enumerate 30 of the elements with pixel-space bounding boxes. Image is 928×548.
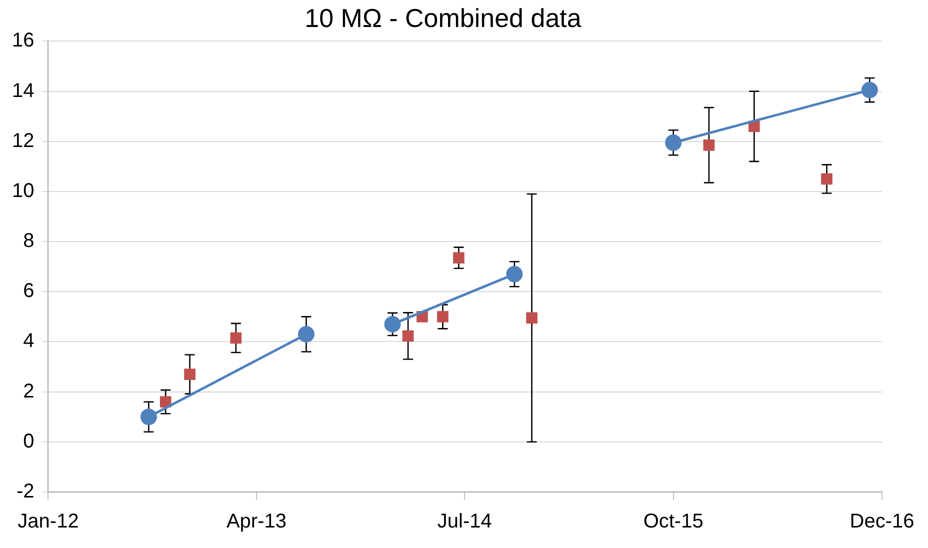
point [526, 312, 538, 324]
x-tick-label: Jan-12 [18, 510, 79, 533]
point [402, 330, 414, 342]
y-tick-label: 10 [12, 180, 34, 202]
point [861, 82, 878, 98]
point [665, 134, 682, 151]
point [298, 326, 314, 342]
y-tick-label: 0 [23, 430, 34, 452]
y-tick-label: 8 [23, 230, 34, 252]
y-tick-label: 14 [12, 80, 34, 102]
y-tick-label: -2 [16, 480, 34, 503]
x-tick-label: Dec-16 [850, 510, 914, 533]
point [703, 139, 715, 151]
point [230, 332, 242, 344]
x-tick-label: Jul-14 [437, 510, 492, 533]
chart-title: 10 MΩ - Combined data [304, 2, 582, 33]
point [384, 316, 401, 332]
x-tick-label: Apr-13 [226, 510, 286, 533]
point [453, 252, 464, 264]
y-tick-label: 16 [12, 30, 34, 52]
point [506, 266, 523, 282]
point [184, 368, 196, 380]
y-tick-label: 12 [12, 130, 34, 152]
x-tick-label: Oct-15 [643, 510, 704, 533]
point [821, 173, 832, 185]
y-tick-label: 4 [23, 330, 34, 352]
point [437, 311, 448, 322]
point [140, 408, 157, 426]
y-tick-label: 2 [23, 380, 34, 402]
y-tick-label: 6 [23, 280, 34, 302]
